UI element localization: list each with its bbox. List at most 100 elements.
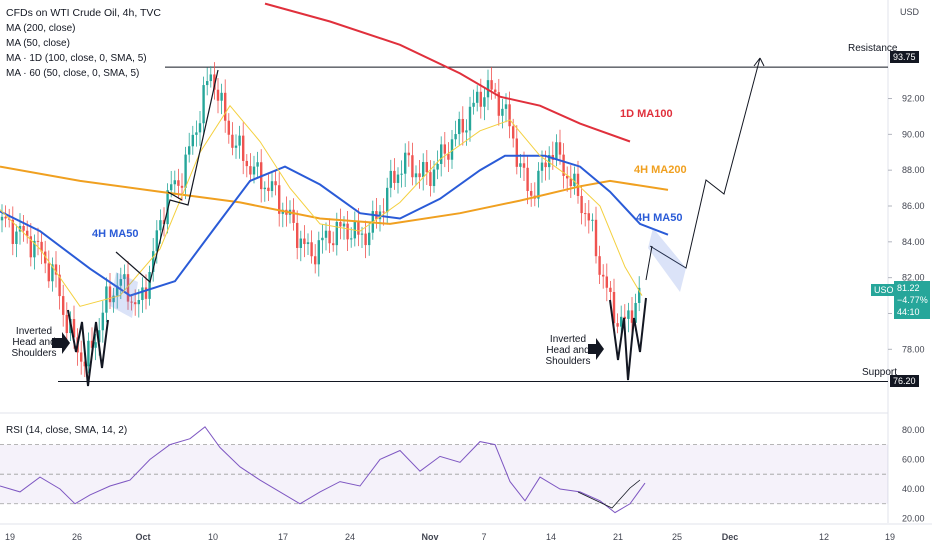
candle-body <box>209 74 212 82</box>
candle-body <box>245 160 248 167</box>
rsi-tick-label: 80.00 <box>902 425 925 435</box>
candle-body <box>512 126 515 139</box>
candle-body <box>206 81 209 86</box>
candle-body <box>598 256 601 275</box>
candle-body <box>429 172 432 187</box>
candle-body <box>159 220 162 231</box>
candle-body <box>152 251 155 273</box>
candle-body <box>526 167 529 192</box>
candle-body <box>490 80 493 90</box>
ma50-line <box>0 154 669 297</box>
candle-body <box>497 92 500 116</box>
candle-body <box>310 242 313 257</box>
ma50-60-line <box>0 104 643 307</box>
candle-body <box>558 142 562 155</box>
candle-body <box>54 264 58 275</box>
candle-body <box>321 237 324 241</box>
candle-body <box>198 123 202 133</box>
candle-body <box>314 256 317 265</box>
left-projection-tail <box>167 191 183 201</box>
price-tick-label: 86.00 <box>902 201 925 211</box>
candle-body <box>609 287 612 292</box>
candle-body <box>101 312 104 331</box>
candle-body <box>216 89 220 101</box>
ma100-1d-label: 1D MA100 <box>620 108 673 120</box>
candle-body <box>414 173 418 178</box>
left-projection-channel <box>110 272 138 318</box>
candle-body <box>242 135 245 161</box>
candle-body <box>195 132 198 135</box>
candle-body <box>231 134 234 148</box>
time-tick-label: 17 <box>278 532 288 542</box>
candle-body <box>335 221 338 246</box>
candle-body <box>256 162 259 167</box>
price-tick-label: 78.00 <box>902 344 925 354</box>
candle-body <box>303 238 306 245</box>
candle-body <box>155 230 158 252</box>
candle-body <box>83 361 86 367</box>
candle-body <box>396 174 400 183</box>
candle-body <box>112 295 115 303</box>
candle-body <box>296 222 299 248</box>
price-tick-label: 88.00 <box>902 165 925 175</box>
candle-body <box>213 74 216 90</box>
time-tick-label: 24 <box>345 532 355 542</box>
candle-body <box>400 173 403 175</box>
candle-body <box>389 170 392 188</box>
time-tick-label: Dec <box>722 532 739 542</box>
candle-body <box>4 216 7 219</box>
price-tick-label: 84.00 <box>902 237 925 247</box>
candle-body <box>404 152 407 174</box>
candle-body <box>173 180 176 185</box>
legend-line-ma200: MA (200, close) <box>6 23 76 34</box>
candle-body <box>594 219 598 257</box>
candle-body <box>108 286 112 303</box>
candle-body <box>515 138 518 167</box>
candle-body <box>425 162 428 173</box>
candle-body <box>317 240 320 265</box>
candle-body <box>58 274 61 297</box>
time-tick-label: 26 <box>72 532 82 542</box>
candle-body <box>47 263 50 282</box>
candle-body <box>407 152 410 156</box>
candle-body <box>436 163 439 170</box>
time-tick-label: Oct <box>135 532 150 542</box>
candle-body <box>454 134 457 140</box>
future-projection-path <box>649 57 761 269</box>
candle-body <box>566 175 569 179</box>
bar-countdown: 44:10 <box>897 307 920 317</box>
candle-body <box>612 291 616 324</box>
last-price: 81.22 <box>897 283 920 293</box>
candle-body <box>29 236 32 258</box>
time-tick-label: 19 <box>5 532 15 542</box>
candle-body <box>342 223 346 227</box>
candle-body <box>33 240 36 258</box>
last-price-tag: 81.22 −4.77% 44:10 <box>894 281 930 319</box>
candle-body <box>36 240 40 242</box>
time-tick-label: 10 <box>208 532 218 542</box>
support-label: Support <box>862 367 898 378</box>
candle-body <box>580 195 583 214</box>
ihs-right-line-3: Shoulders <box>545 356 591 367</box>
candle-body <box>249 166 252 175</box>
candle-body <box>479 91 482 107</box>
ihs-left-line-3: Shoulders <box>11 348 57 359</box>
candle-body <box>540 162 544 171</box>
candle-body <box>562 154 565 176</box>
candle-body <box>220 92 223 101</box>
candle-body <box>468 106 472 131</box>
candle-body <box>382 211 385 213</box>
candle-body <box>234 145 238 148</box>
candle-body <box>188 146 191 155</box>
candle-body <box>584 213 587 215</box>
rsi-tick-label: 60.00 <box>902 454 925 464</box>
candle-body <box>465 130 468 133</box>
candle-body <box>126 274 130 302</box>
candle-body <box>432 169 436 187</box>
time-tick-label: Nov <box>421 532 438 542</box>
candle-body <box>62 296 65 315</box>
candle-body <box>130 301 133 303</box>
candle-body <box>450 139 454 160</box>
ma50-4h-left-label: 4H MA50 <box>92 228 139 240</box>
candle-body <box>180 185 184 188</box>
